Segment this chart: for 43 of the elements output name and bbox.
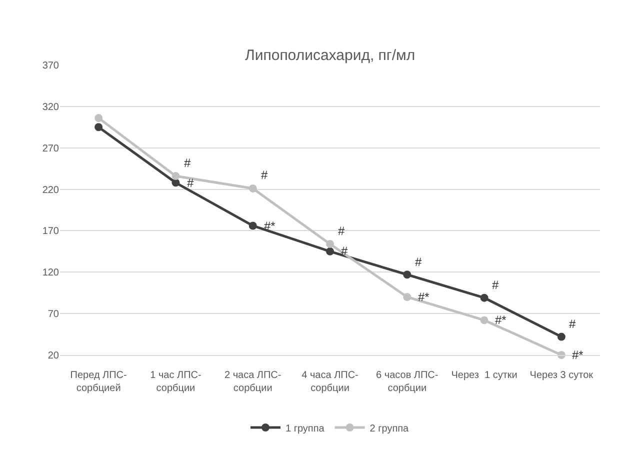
chart-title: Липополисахарид, пг/мл (245, 47, 416, 64)
annotation: # (338, 224, 345, 238)
y-tick-label: 70 (48, 309, 60, 320)
legend-label: 1 группа (286, 423, 325, 434)
point (403, 270, 412, 279)
y-tick-label: 20 (48, 350, 60, 362)
x-tick-label: 1 час ЛПС- сорбции (150, 370, 202, 394)
point (248, 222, 257, 230)
y-tick-label: 170 (42, 226, 60, 238)
y-tick-label: 270 (42, 143, 60, 154)
annotation: # (261, 168, 268, 182)
annotation: # (184, 156, 191, 170)
x-tick-label: Через 3 суток (530, 370, 594, 381)
point (94, 114, 103, 122)
x-tick-label: 2 часа ЛПС- сорбции (224, 370, 282, 394)
point (172, 178, 180, 187)
point (480, 316, 488, 324)
point (557, 332, 566, 341)
point (403, 293, 412, 301)
y-tick-label: 120 (42, 268, 60, 279)
x-tick-label: Перед ЛПС- сорбцией (70, 370, 127, 394)
y-tick-label: 370 (42, 60, 60, 72)
x-tick-label: Через 1 сутки (451, 370, 518, 381)
point (248, 184, 257, 192)
annotation: #* (264, 219, 276, 233)
annotation: # (187, 176, 194, 190)
point (326, 247, 334, 256)
y-tick-label: 220 (42, 184, 60, 196)
point (172, 172, 180, 180)
annotation: #* (418, 290, 430, 304)
x-tick-label: 4 часа ЛПС- сорбции (302, 370, 358, 394)
annotation: # (569, 317, 576, 331)
point (326, 240, 334, 248)
x-tick-label: 6 часов ЛПС- сорбции (376, 370, 438, 394)
annotation: # (492, 278, 499, 292)
y-tick-label: 320 (42, 102, 60, 113)
legend-label: 2 группа (370, 423, 410, 434)
annotation: # (415, 255, 422, 269)
annotation: # (341, 244, 348, 258)
annotation: #* (495, 313, 507, 327)
point (480, 294, 488, 302)
point (94, 123, 103, 132)
annotation: #* (572, 348, 584, 362)
